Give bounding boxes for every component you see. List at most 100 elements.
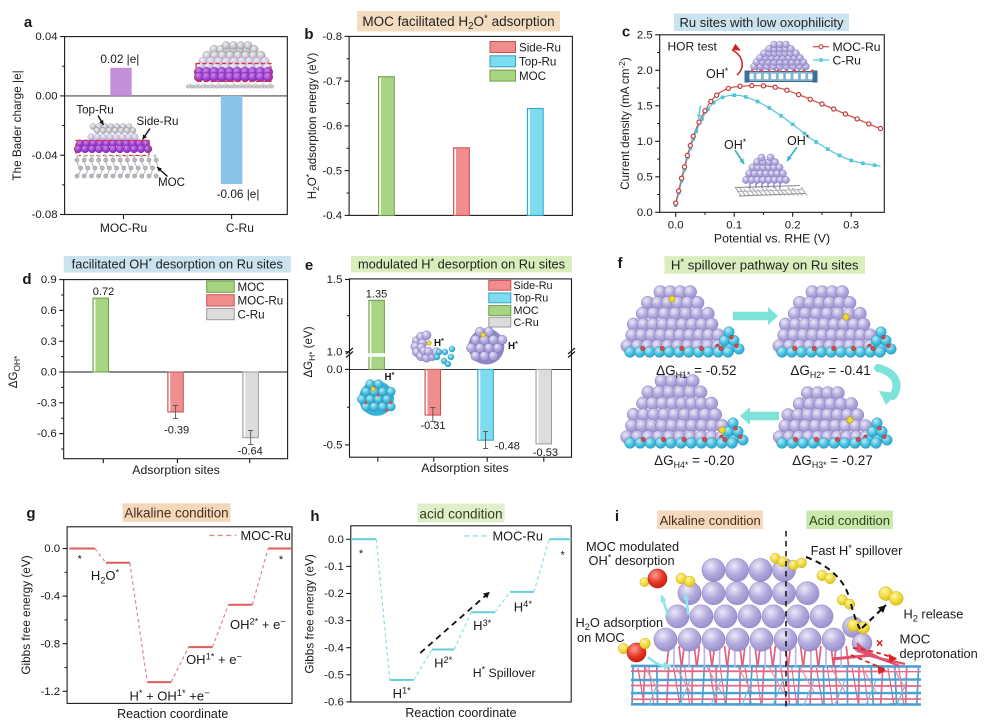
svg-text:0.1: 0.1 — [726, 220, 742, 232]
svg-text:0.02 |e|: 0.02 |e| — [100, 52, 139, 66]
svg-text:ΔGH1*​ = -0.52: ΔGH1*​ = -0.52 — [656, 363, 736, 380]
svg-text:*: * — [279, 554, 284, 566]
svg-text:0.3: 0.3 — [843, 220, 859, 232]
svg-text:H*​: H*​ — [434, 338, 444, 349]
svg-text:2.5: 2.5 — [637, 29, 653, 41]
svg-text:H*​ + OH1*​ +e−​: H*​ + OH1*​ +e−​ — [129, 688, 209, 703]
svg-text:1.5: 1.5 — [637, 100, 653, 112]
svg-text:MOC modulated: MOC modulated — [586, 539, 679, 554]
svg-text:Alkaline condition: Alkaline condition — [660, 513, 761, 528]
svg-text:MOC: MOC — [158, 176, 185, 189]
svg-text:-0.8: -0.8 — [40, 638, 60, 650]
svg-text:0.0: 0.0 — [44, 543, 60, 555]
svg-text:i: i — [615, 508, 619, 525]
svg-text:C-Ru: C-Ru — [514, 317, 539, 329]
svg-text:MOC: MOC — [514, 305, 539, 317]
svg-text:MOC-Ru: MOC-Ru — [100, 221, 147, 235]
svg-text:*: * — [78, 554, 83, 566]
svg-text:MOC: MOC — [519, 70, 546, 83]
svg-text:0.0: 0.0 — [637, 207, 653, 219]
svg-text:C-Ru: C-Ru — [226, 221, 254, 235]
svg-text:acid condition: acid condition — [419, 506, 502, 521]
svg-text:-1.2: -1.2 — [40, 686, 60, 698]
svg-text:-0.64: -0.64 — [238, 445, 263, 457]
svg-text:MOC-Ru: MOC-Ru — [238, 295, 284, 308]
svg-text:Ru sites with low oxophilicity: Ru sites with low oxophilicity — [679, 15, 844, 30]
svg-text:0.0: 0.0 — [41, 367, 57, 379]
svg-text:0.00: 0.00 — [35, 91, 57, 103]
svg-text:Adsorption sites: Adsorption sites — [132, 463, 220, 477]
svg-text:-0.8: -0.8 — [322, 31, 342, 43]
svg-text:-0.7: -0.7 — [322, 76, 342, 88]
svg-text:0.04: 0.04 — [35, 31, 57, 43]
svg-text:Top-Ru: Top-Ru — [514, 293, 549, 305]
svg-text:-0.5: -0.5 — [323, 440, 343, 452]
svg-text:1.35: 1.35 — [366, 289, 387, 301]
svg-text:Fast H*​ spillover: Fast H*​ spillover — [811, 543, 904, 558]
svg-text:H2​ release: H2​ release — [904, 607, 964, 624]
svg-text:*: * — [359, 548, 364, 560]
svg-text:modulated H*​ desorption on Ru: modulated H*​ desorption on Ru sites — [358, 256, 565, 271]
svg-text:HOR test: HOR test — [668, 40, 718, 54]
svg-text:-0.3: -0.3 — [324, 615, 344, 627]
svg-text:0.6: 0.6 — [41, 305, 57, 317]
svg-text:Potential vs. RHE (V): Potential vs. RHE (V) — [714, 232, 830, 246]
svg-text:Current density (mA cm-2​): Current density (mA cm-2​) — [617, 57, 632, 190]
svg-text:on MOC: on MOC — [577, 630, 625, 645]
svg-text:-0.6: -0.6 — [324, 697, 344, 709]
svg-text:MOC-Ru: MOC-Ru — [493, 528, 543, 543]
svg-text:d: d — [22, 271, 31, 288]
svg-text:-0.4: -0.4 — [40, 591, 60, 603]
svg-text:-0.4: -0.4 — [324, 642, 344, 654]
svg-text:0.2: 0.2 — [785, 220, 801, 232]
svg-text:0.3: 0.3 — [41, 336, 57, 348]
svg-text:-0.39: -0.39 — [164, 425, 189, 437]
svg-text:Gibbs free energy (eV): Gibbs free energy (eV) — [303, 554, 317, 673]
svg-text:0.5: 0.5 — [637, 171, 653, 183]
svg-text:OH*​: OH*​ — [724, 137, 747, 152]
svg-text:MOC: MOC — [900, 632, 931, 647]
svg-text:-0.5: -0.5 — [322, 165, 342, 177]
svg-text:-0.08: -0.08 — [32, 209, 58, 221]
svg-text:-0.4: -0.4 — [322, 210, 342, 222]
svg-text:OH*​ desorption: OH*​ desorption — [589, 553, 675, 568]
svg-text:H2​O*​: H2​O*​ — [91, 568, 120, 586]
svg-text:f: f — [618, 255, 624, 272]
svg-text:0.0: 0.0 — [668, 220, 684, 232]
svg-text:MOC-Ru: MOC-Ru — [241, 528, 291, 543]
svg-text:g: g — [26, 505, 35, 522]
svg-text:Side-Ru: Side-Ru — [519, 41, 561, 54]
svg-text:c: c — [622, 24, 630, 41]
svg-text:facilitated OH*​ desorption on: facilitated OH*​ desorption on Ru sites — [72, 256, 283, 271]
svg-text:Adsorption sites: Adsorption sites — [421, 461, 509, 475]
svg-text:MOC: MOC — [238, 281, 265, 294]
svg-text:MOC facilitated H2​O*​ adsorpt: MOC facilitated H2​O*​ adsorption — [362, 13, 554, 32]
svg-text:H2​O adsorption: H2​O adsorption — [576, 615, 664, 632]
svg-text:-0.3: -0.3 — [37, 397, 57, 409]
svg-text:H2​O*​ adsorption energy (eV): H2​O*​ adsorption energy (eV) — [304, 53, 321, 200]
svg-text:-0.6: -0.6 — [37, 428, 57, 440]
svg-text:The Bader charge |e|: The Bader charge |e| — [10, 70, 24, 180]
svg-text:×: × — [876, 637, 883, 651]
svg-text:1.0: 1.0 — [637, 136, 653, 148]
svg-text:C-Ru: C-Ru — [833, 53, 861, 67]
svg-text:a: a — [24, 14, 33, 31]
svg-text:ΔGH*​ (eV): ΔGH*​ (eV) — [302, 326, 317, 377]
svg-text:-0.5: -0.5 — [324, 669, 344, 681]
svg-text:Side-Ru: Side-Ru — [514, 280, 553, 292]
svg-text:-0.48: -0.48 — [495, 441, 520, 453]
svg-text:b: b — [304, 26, 313, 43]
svg-text:-0.1: -0.1 — [324, 561, 344, 573]
svg-text:ΔGH4*​ = -0.20: ΔGH4*​ = -0.20 — [654, 453, 734, 470]
svg-text:H*​: H*​ — [385, 372, 395, 383]
svg-text:H*​: H*​ — [508, 341, 518, 352]
svg-text:Reaction coordinate: Reaction coordinate — [117, 707, 228, 721]
svg-text:deprotonation: deprotonation — [900, 646, 978, 661]
svg-text:1.5: 1.5 — [327, 274, 343, 286]
svg-text:Acid condition: Acid condition — [809, 513, 890, 528]
svg-text:Side-Ru: Side-Ru — [137, 115, 179, 128]
svg-text:OH1*​ + e−​: OH1*​ + e−​ — [186, 652, 242, 667]
svg-text:-0.04: -0.04 — [32, 150, 58, 162]
svg-text:-0.6: -0.6 — [322, 121, 342, 133]
svg-text:-0.31: -0.31 — [420, 420, 445, 432]
